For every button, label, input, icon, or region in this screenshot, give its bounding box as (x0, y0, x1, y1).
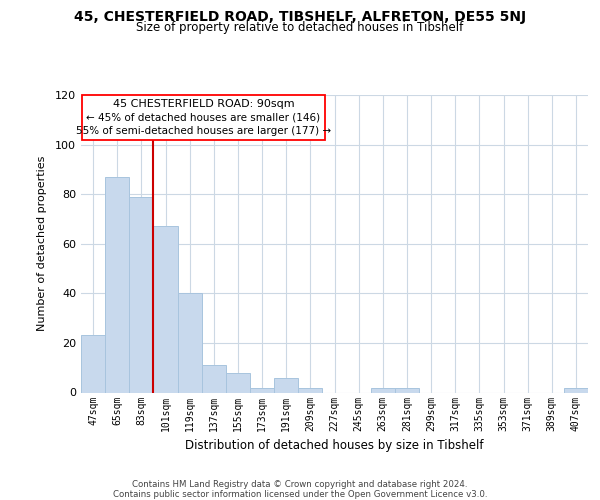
Bar (81, 336, 105, 392)
Bar (105, 177, 129, 392)
Bar (564, 388, 588, 392)
Bar (298, 388, 322, 392)
Text: ← 45% of detached houses are smaller (146): ← 45% of detached houses are smaller (14… (86, 112, 320, 122)
Y-axis label: Number of detached properties: Number of detached properties (37, 156, 47, 332)
Bar (202, 365, 226, 392)
FancyBboxPatch shape (82, 95, 325, 140)
Bar (395, 388, 419, 392)
Bar (371, 388, 395, 392)
Text: Size of property relative to detached houses in Tibshelf: Size of property relative to detached ho… (136, 21, 464, 34)
Bar (178, 294, 202, 392)
Bar (129, 196, 154, 392)
Text: 45 CHESTERFIELD ROAD: 90sqm: 45 CHESTERFIELD ROAD: 90sqm (113, 98, 295, 108)
Bar (274, 378, 298, 392)
X-axis label: Distribution of detached houses by size in Tibshelf: Distribution of detached houses by size … (185, 439, 484, 452)
Bar (154, 226, 178, 392)
Text: Contains public sector information licensed under the Open Government Licence v3: Contains public sector information licen… (113, 490, 487, 499)
Bar (226, 372, 250, 392)
Bar (250, 388, 274, 392)
Text: Contains HM Land Registry data © Crown copyright and database right 2024.: Contains HM Land Registry data © Crown c… (132, 480, 468, 489)
Text: 45, CHESTERFIELD ROAD, TIBSHELF, ALFRETON, DE55 5NJ: 45, CHESTERFIELD ROAD, TIBSHELF, ALFRETO… (74, 10, 526, 24)
Text: 55% of semi-detached houses are larger (177) →: 55% of semi-detached houses are larger (… (76, 126, 331, 136)
